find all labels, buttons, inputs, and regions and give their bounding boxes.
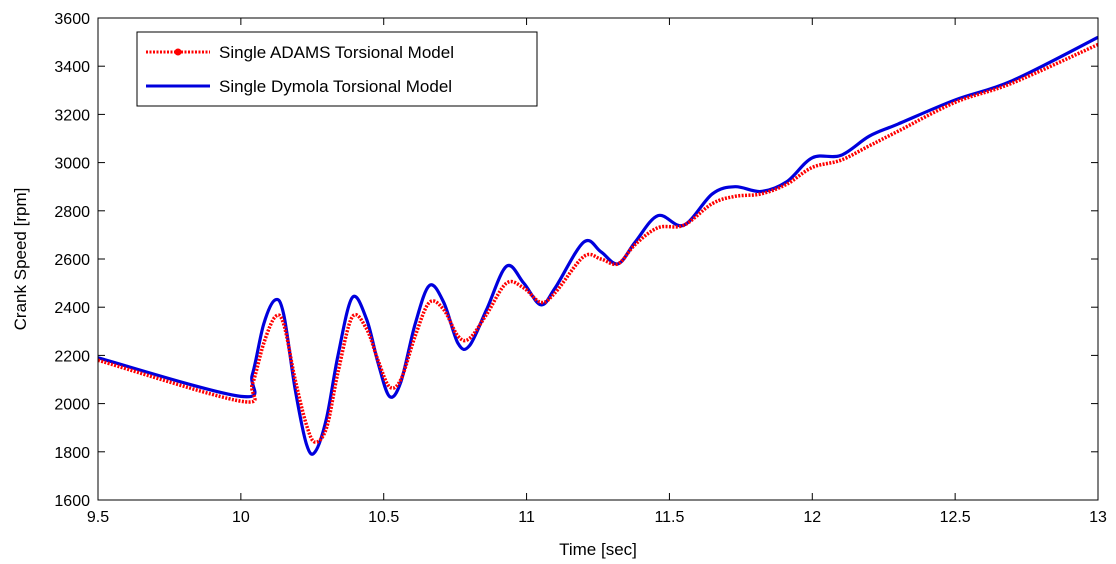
x-tick-label: 12 [803, 509, 821, 526]
series-line-dymola [97, 35, 1099, 456]
y-tick-label: 2200 [54, 348, 90, 365]
series-line-adams [97, 42, 1099, 444]
x-tick-label: 11.5 [654, 509, 684, 526]
y-tick-label: 2000 [54, 397, 90, 414]
ticks-layer: 9.5 10 10.5 11 11.5 12 12.5 13 1600 1800 2000 2200 2… [54, 11, 1107, 526]
x-tick-label: 10.5 [368, 509, 399, 526]
y-tick-label: 3200 [54, 107, 90, 124]
y-tick-label: 2800 [54, 204, 90, 221]
x-tick-label: 13 [1089, 509, 1107, 526]
legend-marker-adams [174, 48, 182, 56]
y-tick-label: 2600 [54, 252, 90, 269]
x-tick-label: 12.5 [940, 509, 971, 526]
legend-label-dymola: Single Dymola Torsional Model [219, 77, 452, 96]
legend-label-adams: Single ADAMS Torsional Model [219, 43, 454, 62]
x-tick-label: 9.5 [87, 509, 109, 526]
series-layer [97, 35, 1099, 456]
y-tick-label: 1600 [54, 493, 90, 510]
y-tick-label: 3600 [54, 11, 90, 28]
y-tick-label: 3400 [54, 59, 90, 76]
x-tick-label: 10 [232, 509, 250, 526]
legend: Single ADAMS Torsional Model Single Dymo… [136, 31, 538, 107]
y-tick-label: 1800 [54, 445, 90, 462]
y-tick-label: 3000 [54, 156, 90, 173]
y-axis-title: Crank Speed [rpm] [11, 188, 30, 331]
x-tick-label: 11 [518, 509, 535, 526]
legend-box [136, 31, 538, 107]
y-tick-label: 2400 [54, 300, 90, 317]
x-axis-title: Time [sec] [559, 540, 637, 559]
